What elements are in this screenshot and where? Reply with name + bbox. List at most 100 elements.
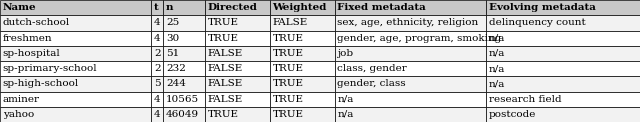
Text: delinquency count: delinquency count xyxy=(488,18,586,27)
Bar xyxy=(270,30,335,46)
Bar xyxy=(163,30,205,46)
Bar xyxy=(205,92,270,107)
Bar xyxy=(335,30,486,46)
Bar xyxy=(163,46,205,61)
Text: n/a: n/a xyxy=(337,95,354,104)
Text: 30: 30 xyxy=(166,34,179,43)
Bar xyxy=(486,15,640,30)
Text: TRUE: TRUE xyxy=(273,64,303,73)
Bar xyxy=(163,15,205,30)
Text: TRUE: TRUE xyxy=(207,110,239,119)
Bar xyxy=(0,15,151,30)
Text: TRUE: TRUE xyxy=(273,34,303,43)
Text: n/a: n/a xyxy=(488,64,505,73)
Bar xyxy=(0,30,151,46)
Bar xyxy=(205,15,270,30)
Bar xyxy=(151,107,163,122)
Text: 25: 25 xyxy=(166,18,179,27)
Bar xyxy=(0,61,151,76)
Text: aminer: aminer xyxy=(3,95,40,104)
Text: Fixed metadata: Fixed metadata xyxy=(337,3,426,12)
Bar xyxy=(486,61,640,76)
Text: FALSE: FALSE xyxy=(273,18,308,27)
Text: n: n xyxy=(166,3,173,12)
Bar xyxy=(486,107,640,122)
Bar xyxy=(205,61,270,76)
Bar xyxy=(0,107,151,122)
Text: Weighted: Weighted xyxy=(273,3,327,12)
Text: TRUE: TRUE xyxy=(273,49,303,58)
Text: n/a: n/a xyxy=(337,110,354,119)
Text: 232: 232 xyxy=(166,64,186,73)
Text: Name: Name xyxy=(3,3,36,12)
Bar xyxy=(270,76,335,92)
Bar xyxy=(151,46,163,61)
Text: gender, age, program, smoking: gender, age, program, smoking xyxy=(337,34,502,43)
Text: yahoo: yahoo xyxy=(3,110,34,119)
Bar xyxy=(335,61,486,76)
Bar xyxy=(151,61,163,76)
Text: 244: 244 xyxy=(166,79,186,88)
Bar xyxy=(151,76,163,92)
Bar xyxy=(151,30,163,46)
Bar xyxy=(270,107,335,122)
Bar xyxy=(335,107,486,122)
Text: n/a: n/a xyxy=(488,34,505,43)
Bar xyxy=(335,0,486,15)
Text: 4: 4 xyxy=(154,110,161,119)
Text: postcode: postcode xyxy=(488,110,536,119)
Bar xyxy=(335,46,486,61)
Text: t: t xyxy=(154,3,159,12)
Text: FALSE: FALSE xyxy=(207,64,243,73)
Bar xyxy=(270,46,335,61)
Bar xyxy=(151,15,163,30)
Bar xyxy=(270,61,335,76)
Text: 5: 5 xyxy=(154,79,161,88)
Bar xyxy=(335,92,486,107)
Text: 2: 2 xyxy=(154,49,161,58)
Text: TRUE: TRUE xyxy=(273,79,303,88)
Bar xyxy=(205,107,270,122)
Bar xyxy=(335,76,486,92)
Text: 51: 51 xyxy=(166,49,179,58)
Bar xyxy=(205,0,270,15)
Bar xyxy=(270,0,335,15)
Text: TRUE: TRUE xyxy=(207,34,239,43)
Text: TRUE: TRUE xyxy=(273,110,303,119)
Text: FALSE: FALSE xyxy=(207,95,243,104)
Text: 4: 4 xyxy=(154,95,161,104)
Bar xyxy=(151,0,163,15)
Text: 2: 2 xyxy=(154,64,161,73)
Bar xyxy=(486,76,640,92)
Text: job: job xyxy=(337,49,353,58)
Bar xyxy=(270,92,335,107)
Bar xyxy=(205,46,270,61)
Text: 46049: 46049 xyxy=(166,110,199,119)
Bar xyxy=(151,92,163,107)
Text: Directed: Directed xyxy=(207,3,257,12)
Text: TRUE: TRUE xyxy=(273,95,303,104)
Text: class, gender: class, gender xyxy=(337,64,407,73)
Bar xyxy=(163,107,205,122)
Text: sex, age, ethnicity, religion: sex, age, ethnicity, religion xyxy=(337,18,479,27)
Bar xyxy=(0,46,151,61)
Bar xyxy=(486,46,640,61)
Text: 4: 4 xyxy=(154,18,161,27)
Text: sp-primary-school: sp-primary-school xyxy=(3,64,97,73)
Bar xyxy=(205,30,270,46)
Bar xyxy=(486,92,640,107)
Text: n/a: n/a xyxy=(488,49,505,58)
Bar xyxy=(163,61,205,76)
Bar xyxy=(486,0,640,15)
Text: Evolving metadata: Evolving metadata xyxy=(488,3,595,12)
Bar xyxy=(0,92,151,107)
Bar xyxy=(0,76,151,92)
Bar xyxy=(0,0,151,15)
Text: gender, class: gender, class xyxy=(337,79,406,88)
Text: FALSE: FALSE xyxy=(207,79,243,88)
Text: freshmen: freshmen xyxy=(3,34,52,43)
Bar xyxy=(163,0,205,15)
Text: 10565: 10565 xyxy=(166,95,199,104)
Text: sp-high-school: sp-high-school xyxy=(3,79,79,88)
Text: n/a: n/a xyxy=(488,79,505,88)
